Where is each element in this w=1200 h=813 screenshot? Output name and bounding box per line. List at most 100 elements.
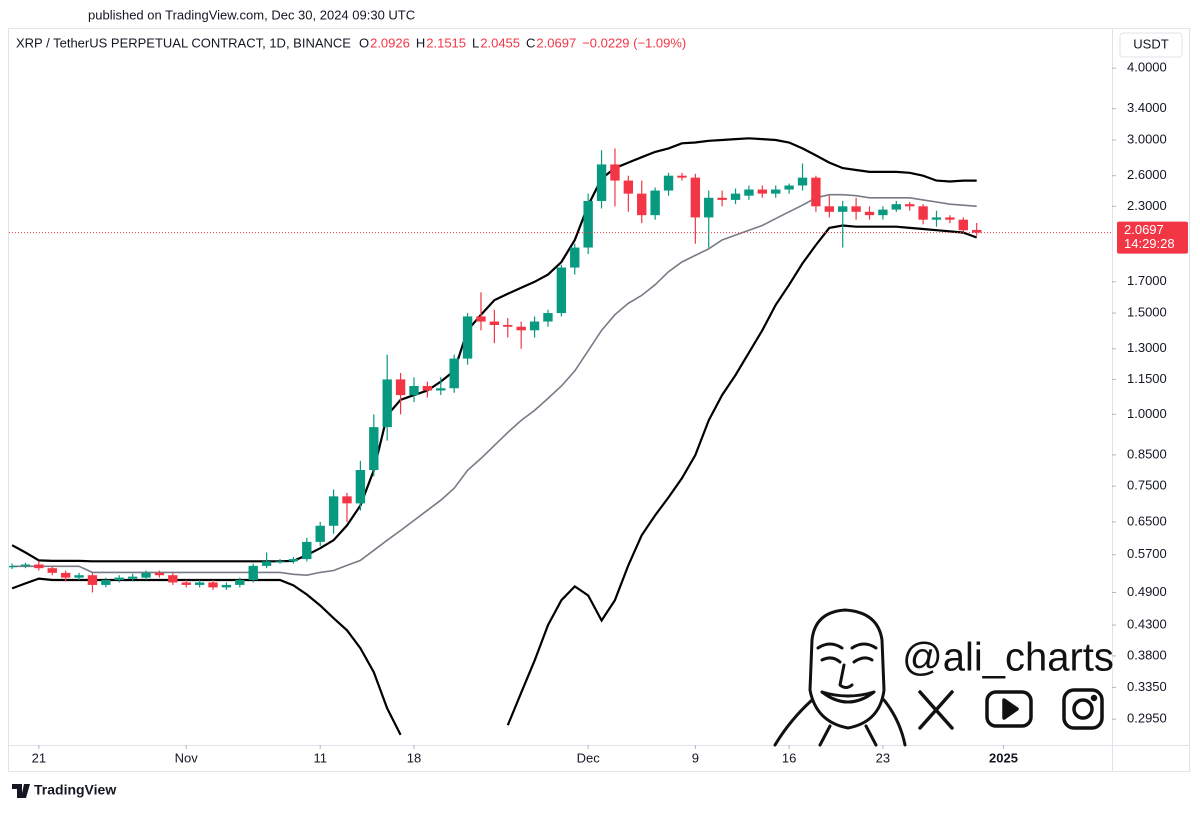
candle-body — [436, 388, 446, 391]
candle-body — [449, 358, 459, 389]
x-tick-label: Nov — [175, 750, 199, 765]
candle-body — [168, 575, 178, 583]
y-tick-label: 1.5000 — [1127, 305, 1167, 320]
candle-body — [704, 197, 714, 218]
band-middle — [12, 193, 977, 577]
candle-body — [235, 580, 245, 585]
candle-body — [60, 572, 71, 578]
y-tick-label: 1.1500 — [1127, 371, 1167, 386]
ohlc-value: 2.0926 — [370, 35, 410, 50]
candle-body — [971, 229, 982, 233]
candle-body — [288, 559, 299, 562]
candle-body — [784, 185, 794, 190]
chart-frame — [8, 28, 1190, 772]
candle-body — [771, 189, 781, 194]
candle-body — [677, 175, 687, 178]
candle-body — [543, 313, 553, 322]
x-tick-label: Dec — [577, 750, 601, 765]
last-price-label: 2.0697 — [1124, 222, 1164, 237]
instagram-dot — [1090, 694, 1098, 702]
y-tick-label: 0.2950 — [1127, 711, 1167, 726]
countdown: 14:29:28 — [1124, 236, 1175, 251]
candle-body — [34, 564, 44, 569]
band-lower — [11, 224, 978, 736]
x-tick-label: 18 — [407, 750, 421, 765]
candle-body — [154, 572, 165, 576]
candle-body — [864, 211, 875, 216]
ohlc-value: 2.0455 — [480, 35, 520, 50]
candle-body — [905, 204, 915, 207]
candle-body — [717, 197, 727, 200]
candle-body — [811, 177, 821, 207]
legend-header: XRP / TetherUS PERPETUAL CONTRACT, 1D, B… — [16, 35, 686, 50]
candle-body — [315, 525, 325, 542]
candle-body — [74, 575, 84, 578]
x-tick-label: 11 — [313, 750, 327, 765]
published-note: published on TradingView.com, Dec 30, 20… — [88, 7, 415, 22]
candle-body — [637, 193, 647, 216]
candle-body — [181, 582, 191, 585]
watermark-handle: @ali_charts — [902, 636, 1114, 680]
candle-body — [409, 386, 419, 396]
ohlc-label: L — [472, 35, 479, 50]
x-tick-label: 9 — [692, 750, 699, 765]
last-price-box — [1117, 221, 1188, 254]
y-tick-label: 0.6500 — [1127, 513, 1167, 528]
candle-body — [945, 217, 955, 220]
y-tick-label: 0.7500 — [1127, 478, 1167, 493]
band-upper — [11, 137, 977, 563]
candle-body — [958, 219, 968, 231]
candle-body — [87, 575, 98, 585]
candle-body — [730, 193, 741, 200]
candle-body — [302, 541, 312, 560]
candle-body — [838, 206, 848, 212]
instagram-icon — [1062, 688, 1104, 730]
candle-body — [194, 582, 205, 585]
candle-body — [342, 496, 352, 504]
y-tick-label: 2.6000 — [1127, 167, 1167, 182]
candle-body — [20, 564, 31, 566]
y-tick-label: 0.3350 — [1127, 679, 1167, 694]
candle-body — [797, 177, 808, 186]
candle-body — [127, 576, 138, 579]
x-tick-label: 2025 — [989, 750, 1018, 765]
ohlc-label: O — [359, 35, 369, 50]
candle-body — [529, 321, 540, 331]
y-tick-label: 3.4000 — [1127, 100, 1167, 115]
y-tick-label: 0.4900 — [1127, 584, 1167, 599]
candle-body — [663, 175, 674, 191]
candle-body — [570, 247, 580, 268]
candle-body — [221, 584, 232, 588]
candle-body — [382, 379, 392, 428]
watermark-avatar — [773, 608, 907, 747]
candle-body — [623, 180, 634, 194]
candle-body — [824, 206, 834, 212]
social-icons — [918, 688, 1104, 730]
candle-body — [275, 561, 285, 563]
y-tick-label: 0.5700 — [1127, 546, 1167, 561]
candle-body — [355, 470, 366, 504]
candle-body — [422, 386, 433, 391]
candle-body — [369, 427, 379, 471]
candle-body — [931, 217, 942, 220]
candle-body — [141, 572, 151, 578]
candle-body — [47, 568, 57, 573]
candle-body — [556, 267, 567, 314]
candle-body — [516, 326, 526, 331]
candle-body — [261, 561, 272, 566]
candle-body — [878, 209, 888, 216]
logo-mark — [12, 784, 30, 798]
candle-body — [476, 316, 486, 322]
candle-body — [328, 496, 339, 526]
y-tick-label: 0.4300 — [1127, 617, 1167, 632]
candle-body — [690, 177, 701, 218]
candle-body — [503, 324, 513, 327]
candle-body — [462, 316, 473, 359]
candle-body — [489, 321, 500, 325]
candle-body — [757, 189, 768, 194]
symbol: XRP / TetherUS PERPETUAL CONTRACT, 1D, B… — [16, 35, 351, 50]
candle-body — [650, 190, 660, 216]
y-tick-label: 1.0000 — [1127, 406, 1167, 421]
